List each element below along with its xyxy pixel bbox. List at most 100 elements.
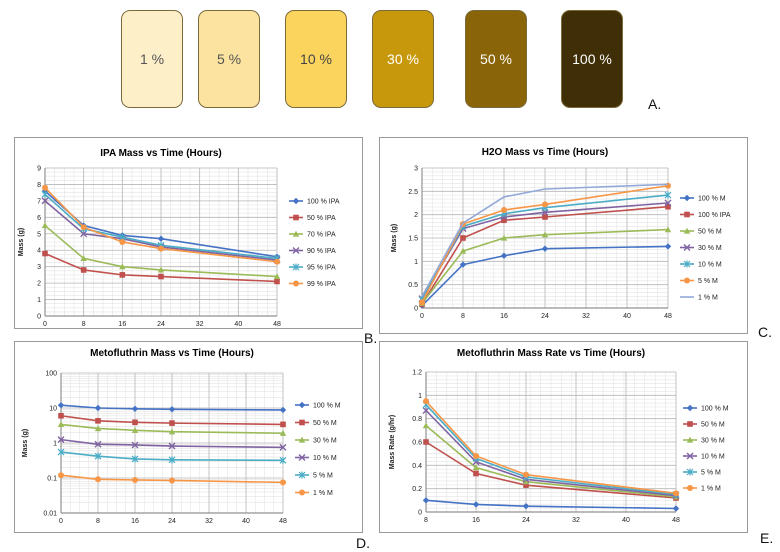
chart-e-series-1-m-point	[673, 490, 679, 497]
chart-b-legend-50-ipa-marker	[293, 214, 299, 221]
chart-b-series-70-ipa-point	[80, 255, 87, 262]
chart-c-legend-100-ipa-label: 100 % IPA	[698, 212, 731, 219]
chart-d-xtick-label: 0	[59, 518, 63, 525]
chart-b-series-50-ipa-point	[274, 278, 280, 285]
chart-e-xtick-label: 40	[622, 517, 630, 524]
chart-d-series-5-m-point	[168, 456, 176, 464]
chart-e-series-50-m-point	[523, 482, 529, 488]
chart-e-series-100-m-point	[672, 505, 680, 512]
chart-e-series-100-m-line	[425, 499, 677, 510]
chart-c-legend-100-m-marker	[683, 194, 691, 202]
chart-c-legend-50-m-label: 50 % M	[698, 229, 722, 236]
chart-e-legend-50-m-label: 50 % M	[701, 422, 725, 429]
chart-b-ytick-label: 6	[37, 215, 41, 222]
chart-c-ytick-label: 1	[414, 259, 418, 266]
chart-d-series-30-m-point	[57, 420, 65, 427]
chart-b-series-70-ipa-point	[157, 266, 165, 273]
chart-b-legend-70-ipa-marker	[292, 230, 300, 237]
chart-d-series-50-m-point	[132, 419, 138, 426]
chart-b-xtick-label: 32	[196, 321, 204, 328]
chart-d-series-100-m-point	[94, 404, 102, 412]
swatch-50-percent: 50 %	[465, 10, 527, 108]
chart-d-series-1-m-point	[169, 477, 175, 484]
chart-b-series-99-ipa-point	[80, 224, 87, 231]
swatch-label: 5 %	[216, 51, 242, 67]
swatch-5-percent: 5 %	[198, 10, 260, 108]
chart-b-xtick-label: 24	[157, 321, 165, 328]
chart-d-legend-30-m-label: 30 % M	[313, 438, 337, 445]
chart-c-series-30-m-point	[664, 199, 672, 207]
chart-d-legend-50-m-label: 50 % M	[313, 420, 337, 427]
chart-d-series-100-m-point	[279, 406, 287, 414]
chart-c-series-50-m-point	[664, 226, 672, 233]
swatch-1-percent: 1 %	[121, 10, 183, 108]
chart-d-metofluthrin-mass: Metofluthrin Mass vs Time (Hours) 0.01 0.1…	[14, 341, 363, 533]
chart-d-series-10-m-point	[168, 442, 176, 450]
chart-c-legend-1-m-label: 1 % M	[698, 295, 718, 302]
chart-e-xtick-label: 24	[522, 517, 530, 524]
chart-d-xtick-label: 16	[131, 518, 139, 525]
chart-c-ytick-label: 0	[414, 306, 418, 313]
chart-b-series-70-ipa-point	[119, 263, 126, 270]
chart-c-series-5-m-point	[419, 299, 425, 306]
chart-e-ytick-label: 0.4	[412, 463, 422, 470]
chart-e-series-10-m-line	[425, 409, 677, 497]
chart-c-series-100-m-point	[664, 243, 672, 250]
chart-c-series-100-m-point	[541, 245, 549, 252]
chart-e-series-30-m-point	[422, 422, 430, 429]
chart-b-ipa-mass: IPA Mass vs Time (Hours) 0 1 2 3 4 5 6 7 8 9 0 8 16 24…	[14, 137, 363, 329]
chart-b-ytick-label: 1	[37, 297, 41, 304]
chart-d-legend-5-m-marker	[298, 471, 306, 479]
chart-c-series-1-m-line	[421, 183, 669, 297]
chart-d-series-30-m-point	[131, 426, 139, 433]
chart-c-ytick-label: 2	[414, 212, 418, 219]
chart-e-ylabel: Mass Rate (g/hr)	[389, 415, 396, 469]
chart-b-series-70-ipa-point	[273, 273, 281, 280]
chart-e-ytick-label: 0.2	[412, 486, 422, 493]
chart-c-series-50-m-point	[541, 231, 549, 238]
chart-b-series-90-ipa-point	[41, 197, 49, 205]
chart-c-series-5-m-point	[501, 207, 507, 213]
chart-e-ytick-label: 0.6	[412, 440, 422, 447]
chart-e-svg: Metofluthrin Mass Rate vs Time (Hours) 0 0…	[389, 348, 729, 524]
chart-d-legend-1-m-marker	[299, 489, 305, 496]
chart-c-xtick-label: 8	[461, 313, 465, 320]
chart-c-legend-10-m-label: 10 % M	[698, 262, 722, 269]
chart-d-ytick-label: 1	[53, 441, 57, 448]
chart-b-ytick-label: 5	[37, 231, 41, 238]
chart-b-legend-90-ipa-label: 90 % IPA	[307, 248, 336, 255]
chart-d-legend-10-m-marker	[298, 454, 306, 461]
chart-b-series-95-ipa-point	[41, 190, 49, 198]
chart-d-series-100-m-point	[131, 405, 139, 412]
chart-e-legend-1-m-label: 1 % M	[701, 486, 721, 493]
chart-e-xtick-label: 48	[672, 517, 680, 524]
swatch-label: 50 %	[480, 51, 512, 67]
chart-e-ytick-label: 0	[418, 510, 422, 517]
chart-b-legend-100-ipa-label: 100 % IPA	[307, 199, 340, 206]
chart-b-series-99-ipa-point	[42, 184, 48, 191]
chart-e-series-10-m-point	[422, 407, 430, 414]
chart-b-legend-90-ipa-marker	[292, 247, 300, 254]
chart-d-title: Metofluthrin Mass vs Time (Hours)	[90, 348, 254, 359]
chart-d-ytick-label: 0.1	[47, 476, 57, 483]
swatch-30-percent: 30 %	[372, 10, 434, 108]
chart-c-legend-100-m-label: 100 % M	[698, 196, 726, 203]
chart-b-legend-70-ipa-label: 70 % IPA	[307, 232, 336, 239]
chart-d-series-5-m-point	[131, 455, 139, 463]
chart-b-ytick-label: 7	[37, 198, 41, 205]
chart-c-series-50-m-point	[459, 247, 467, 254]
chart-d-xtick-label: 48	[279, 518, 287, 525]
chart-e-legend-5-m-label: 5 % M	[701, 470, 721, 477]
chart-e-xtick-label: 8	[424, 517, 428, 524]
chart-b-legend-99-ipa-marker	[293, 280, 299, 287]
chart-e-series-1-m-point	[523, 471, 529, 478]
chart-c-series-100-ipa-point	[542, 214, 548, 220]
chart-e-series-30-m-line	[425, 425, 677, 498]
chart-b-legend-100-ipa-marker	[292, 197, 300, 205]
chart-c-ytick-label: 0.5	[408, 282, 418, 289]
swatch-label: 10 %	[300, 51, 332, 67]
chart-b-xtick-label: 48	[273, 321, 281, 328]
chart-c-series-100-ipa-point	[460, 235, 466, 241]
chart-e-legend-1-m-marker	[687, 485, 693, 491]
chart-c-xtick-label: 32	[582, 313, 590, 320]
